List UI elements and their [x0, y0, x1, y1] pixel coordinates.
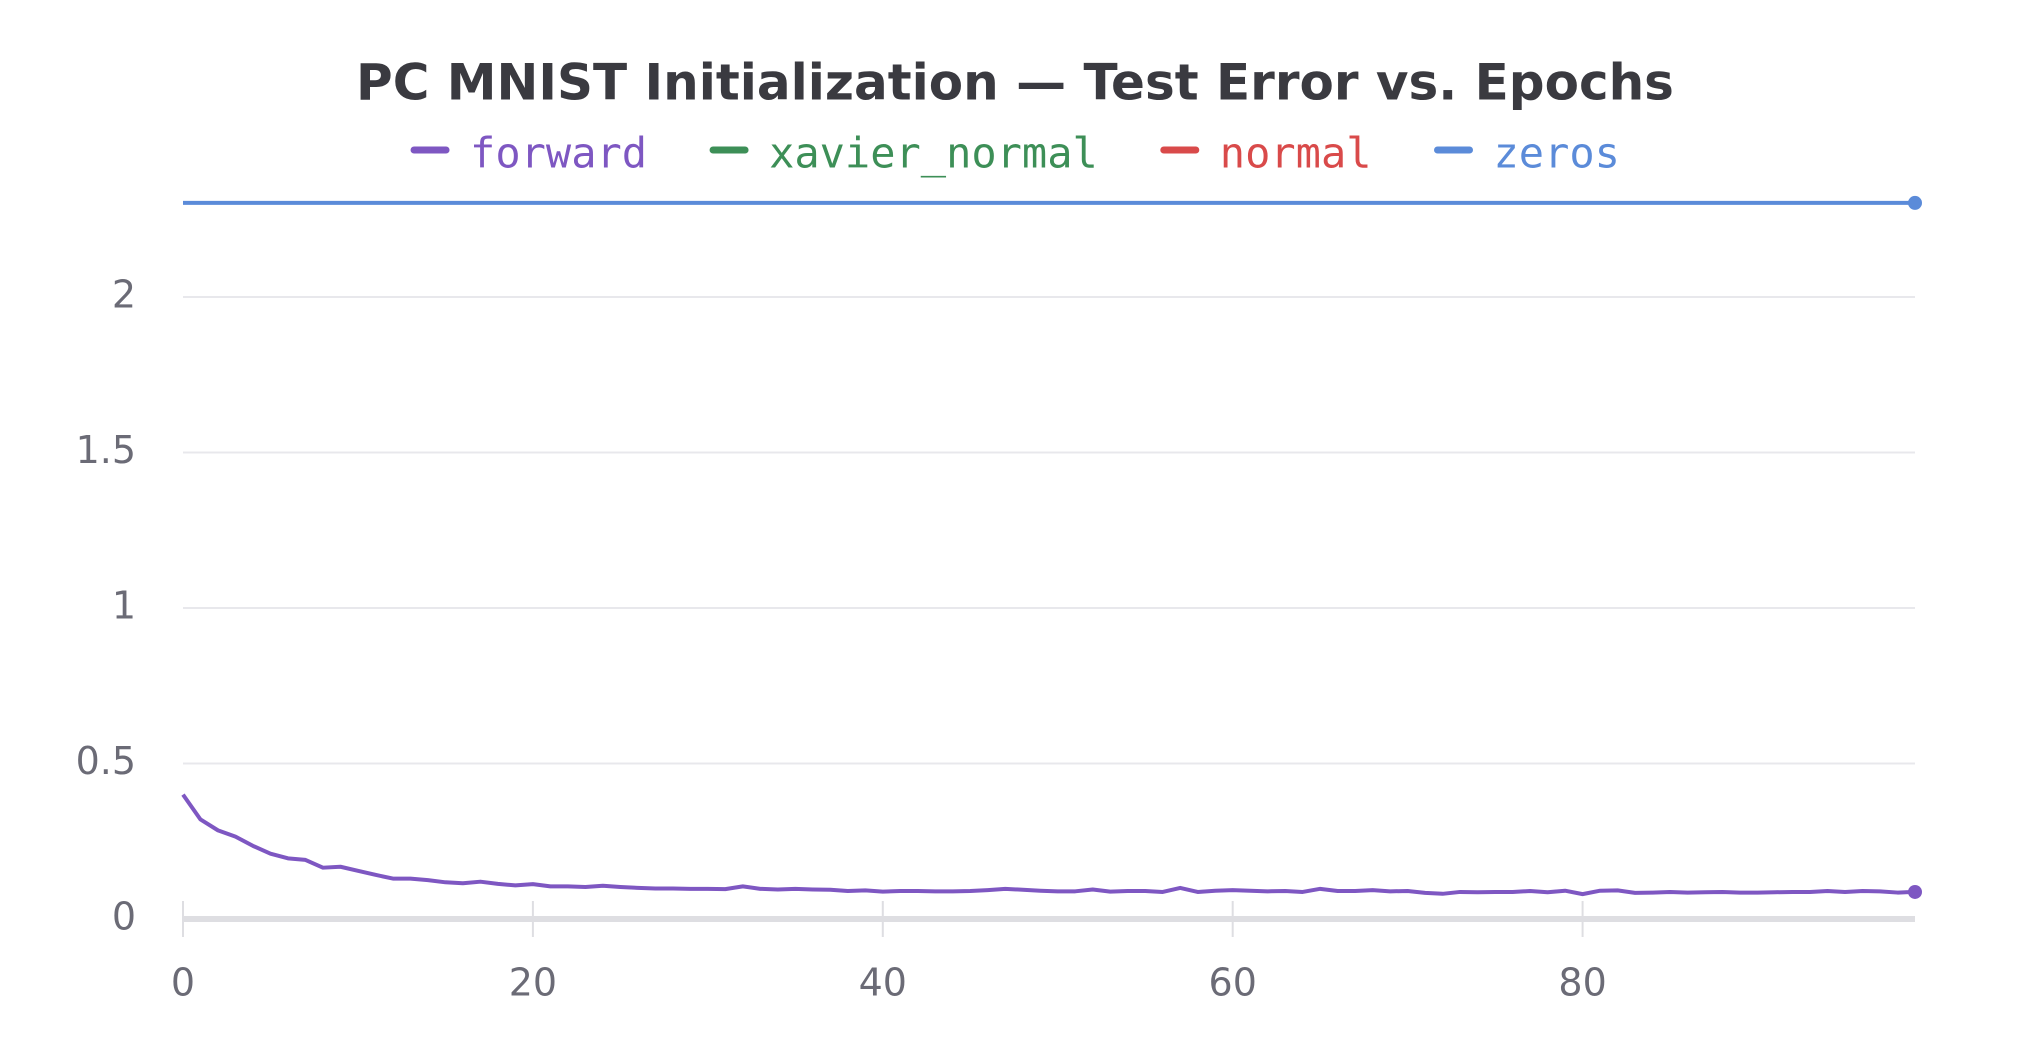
legend-label: xavier_normal [769, 129, 1098, 178]
y-tick-label: 0.5 [76, 739, 136, 783]
x-tick-label: 60 [1209, 961, 1257, 1005]
y-tick-label: 1.5 [76, 428, 136, 472]
x-tick-label: 0 [171, 961, 195, 1005]
legend-label: forward [470, 129, 647, 178]
y-tick-label: 0 [112, 895, 136, 939]
chart-title: PC MNIST Initialization — Test Error vs.… [356, 54, 1674, 112]
x-tick-label: 20 [509, 961, 557, 1005]
x-tick-label: 80 [1558, 961, 1606, 1005]
legend-label: normal [1220, 129, 1372, 178]
end-point [1908, 195, 1922, 210]
y-tick-label: 2 [112, 273, 136, 317]
legend-label: zeros [1494, 129, 1620, 178]
end-point [1908, 884, 1922, 899]
x-tick-label: 40 [859, 961, 907, 1005]
y-tick-label: 1 [112, 584, 136, 628]
series-line [181, 793, 1916, 897]
